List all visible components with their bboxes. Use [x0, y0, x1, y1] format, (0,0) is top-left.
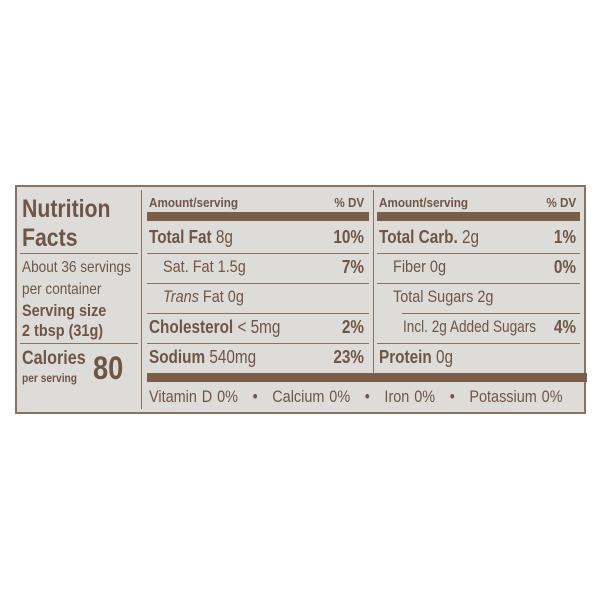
added-sugars-dv: 4% [553, 317, 576, 337]
nutrition-facts-label: Nutrition Facts About 36 servings per co… [15, 185, 587, 414]
sodium-dv: 23% [333, 347, 364, 367]
left-header-dv: % DV [334, 195, 364, 210]
cholesterol-dv: 2% [341, 317, 364, 337]
serving-size-value: 2 tbsp (31g) [22, 321, 104, 340]
bullet: • [364, 387, 370, 406]
calories-sub: per serving [22, 371, 77, 385]
calcium: Calcium 0% [272, 387, 351, 406]
fiber-dv: 0% [553, 257, 576, 277]
serving-size-label: Serving size [22, 301, 107, 320]
right-header-dv: % DV [546, 195, 576, 210]
bullet: • [252, 387, 258, 406]
calories-label: Calories [22, 348, 86, 369]
fiber-row: Fiber 0g [393, 257, 447, 276]
calories-value: 80 [93, 350, 124, 386]
title-line-1: Nutrition [22, 195, 111, 223]
total-fat-dv: 10% [333, 227, 364, 247]
total-carb-row: Total Carb. 2g [379, 227, 480, 247]
servings-per-container-1: About 36 servings [22, 259, 131, 276]
cholesterol-row: Cholesterol < 5mg [149, 317, 281, 337]
vitamin-d: Vitamin D 0% [149, 387, 238, 406]
sat-fat-row: Sat. Fat 1.5g [163, 257, 246, 276]
sodium-row: Sodium 540mg [149, 347, 257, 367]
trans-fat-row: Trans Fat 0g [163, 287, 244, 306]
right-header-amount: Amount/serving [379, 195, 469, 210]
protein-row: Protein 0g [379, 347, 454, 367]
title-line-2: Facts [22, 224, 78, 252]
bullet: • [449, 387, 455, 406]
iron: Iron 0% [384, 387, 436, 406]
vitamins-row: Vitamin D 0% • Calcium 0% • Iron 0% • Po… [149, 387, 563, 407]
total-carb-dv: 1% [553, 227, 576, 247]
left-header-amount: Amount/serving [149, 195, 239, 210]
servings-per-container-2: per container [22, 281, 102, 298]
potassium: Potassium 0% [469, 387, 563, 406]
total-fat-row: Total Fat 8g [149, 227, 233, 247]
total-sugars-row: Total Sugars 2g [393, 287, 494, 306]
added-sugars-row: Incl. 2g Added Sugars [403, 317, 537, 336]
sat-fat-dv: 7% [341, 257, 364, 277]
